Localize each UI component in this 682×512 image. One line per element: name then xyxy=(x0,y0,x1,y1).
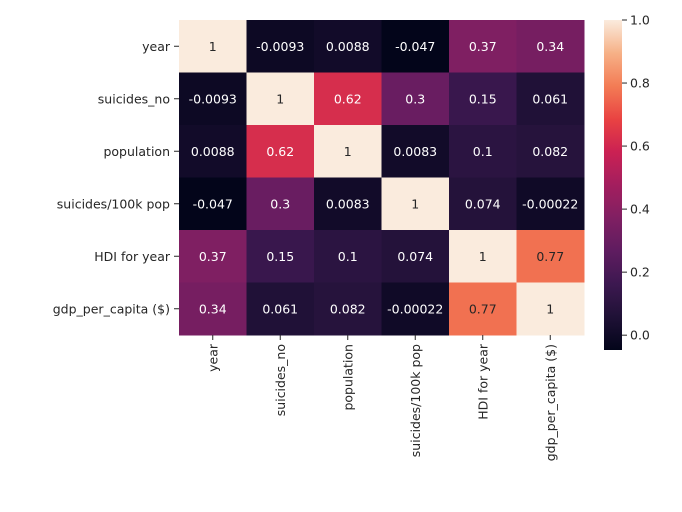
cell-value-label: 0.77 xyxy=(536,249,564,264)
heatmap-cell-gdp-per-capita-year xyxy=(179,282,247,336)
cell-value-label: 0.082 xyxy=(330,301,366,316)
heatmap-cell-suicides-100k-pop-hdi-for-year xyxy=(449,177,517,231)
column-label-suicides-no: suicides_no xyxy=(273,344,288,416)
heatmap-cell-suicides-100k-pop-suicides-no xyxy=(246,177,315,231)
heatmap-cell-year-gdp-per-capita xyxy=(516,20,585,73)
heatmap-cell-suicides-no-population xyxy=(314,72,382,126)
cell-value-label: 1 xyxy=(276,91,284,106)
column-label-suicides-100k-pop: suicides/100k pop xyxy=(408,344,423,457)
cell-value-label: 0.074 xyxy=(465,196,501,211)
heatmap-cell-suicides-100k-pop-suicides-100k-pop xyxy=(381,177,450,231)
cell-value-label: 0.0088 xyxy=(191,144,235,159)
heatmap-cell-population-suicides-100k-pop xyxy=(381,125,450,178)
heatmap-cell-hdi-for-year-year xyxy=(179,230,247,283)
colorbar-tick-label: 0.4 xyxy=(630,202,650,217)
cell-value-label: 0.62 xyxy=(334,91,362,106)
heatmap-cell-year-population xyxy=(314,20,382,73)
heatmap-cell-suicides-no-suicides-no xyxy=(246,72,315,126)
heatmap-cell-suicides-100k-pop-gdp-per-capita xyxy=(516,177,585,231)
heatmap-cell-gdp-per-capita-suicides-100k-pop xyxy=(381,282,450,336)
heatmap-cell-gdp-per-capita-gdp-per-capita xyxy=(516,282,585,336)
heatmap-cell-hdi-for-year-suicides-100k-pop xyxy=(381,230,450,283)
cell-value-label: -0.0093 xyxy=(189,91,237,106)
heatmap-cell-year-suicides-no xyxy=(246,20,315,73)
row-label-population: population xyxy=(103,144,170,159)
cell-value-label: 0.0083 xyxy=(326,196,370,211)
heatmap-cell-hdi-for-year-gdp-per-capita xyxy=(516,230,585,283)
colorbar-tick-label: 1.0 xyxy=(630,13,650,28)
cell-value-label: 0.3 xyxy=(405,91,425,106)
heatmap-cell-population-year xyxy=(179,125,247,178)
colorbar-tick-label: 0.0 xyxy=(630,328,650,343)
cell-value-label: 0.77 xyxy=(469,301,497,316)
cell-value-label: 0.15 xyxy=(266,249,294,264)
cell-value-label: 0.3 xyxy=(270,196,290,211)
cell-value-label: 1 xyxy=(344,144,352,159)
cell-value-label: 0.061 xyxy=(262,301,298,316)
heatmap-cell-population-population xyxy=(314,125,382,178)
cell-value-label: 0.37 xyxy=(469,39,497,54)
cell-value-label: -0.047 xyxy=(395,39,435,54)
colorbar-tick-label: 0.2 xyxy=(630,265,650,280)
cell-value-label: 1 xyxy=(479,249,487,264)
row-label-suicides-100k-pop: suicides/100k pop xyxy=(57,196,170,211)
heatmap-cell-suicides-100k-pop-population xyxy=(314,177,382,231)
column-label-population: population xyxy=(340,344,355,411)
heatmap-cell-suicides-100k-pop-year xyxy=(179,177,247,231)
cell-value-label: 0.061 xyxy=(532,91,568,106)
heatmap-cell-hdi-for-year-population xyxy=(314,230,382,283)
cell-value-label: 0.0088 xyxy=(326,39,370,54)
column-label-hdi-for-year: HDI for year xyxy=(475,343,490,420)
column-label-gdp-per-capita: gdp_per_capita ($) xyxy=(543,344,558,461)
heatmap-cell-suicides-no-year xyxy=(179,72,247,126)
colorbar-gradient xyxy=(604,20,622,350)
cell-value-label: -0.00022 xyxy=(387,301,443,316)
heatmap-cell-suicides-no-hdi-for-year xyxy=(449,72,517,126)
heatmap-cell-gdp-per-capita-suicides-no xyxy=(246,282,315,336)
heatmap-cell-year-year xyxy=(179,20,247,73)
colorbar-tick-label: 0.6 xyxy=(630,139,650,154)
cell-value-label: 0.15 xyxy=(469,91,497,106)
column-labels: year suicides_no population suicides/100k p… xyxy=(205,335,558,461)
cell-value-label: 0.37 xyxy=(199,249,227,264)
cell-value-label: 0.0083 xyxy=(393,144,437,159)
row-label-gdp-per-capita: gdp_per_capita ($) xyxy=(53,301,170,316)
heatmap-cell-suicides-no-suicides-100k-pop xyxy=(381,72,450,126)
row-label-year: year xyxy=(142,39,171,54)
heatmap-cell-population-hdi-for-year xyxy=(449,125,517,178)
cell-value-label: 0.1 xyxy=(338,249,358,264)
cell-value-label: 0.34 xyxy=(199,301,227,316)
cell-value-label: -0.00022 xyxy=(522,196,578,211)
cell-value-label: 0.074 xyxy=(397,249,433,264)
cell-value-label: 1 xyxy=(546,301,554,316)
cell-value-label: -0.0093 xyxy=(256,39,304,54)
cell-value-label: 0.1 xyxy=(473,144,493,159)
cell-value-label: 1 xyxy=(411,196,419,211)
cell-value-label: 0.62 xyxy=(266,144,294,159)
cell-value-label: 0.34 xyxy=(536,39,564,54)
colorbar-tick-label: 0.8 xyxy=(630,76,650,91)
heatmap-cell-suicides-no-gdp-per-capita xyxy=(516,72,585,126)
heatmap-cell-hdi-for-year-hdi-for-year xyxy=(449,230,517,283)
heatmap-cell-year-suicides-100k-pop xyxy=(381,20,450,73)
cell-value-label: 1 xyxy=(209,39,217,54)
heatmap-cell-hdi-for-year-suicides-no xyxy=(246,230,315,283)
heatmap-cell-gdp-per-capita-population xyxy=(314,282,382,336)
heatmap-cell-year-hdi-for-year xyxy=(449,20,517,73)
heatmap-cells: 1 -0.0093 0.0088 -0.047 0.37 0.34 -0.0093 1 0.62… xyxy=(179,20,585,336)
row-label-hdi-for-year: HDI for year xyxy=(94,249,171,264)
column-label-year: year xyxy=(205,343,220,372)
heatmap-cell-population-suicides-no xyxy=(246,125,315,178)
heatmap-cell-population-gdp-per-capita xyxy=(516,125,585,178)
cell-value-label: 0.082 xyxy=(532,144,568,159)
heatmap-cell-gdp-per-capita-hdi-for-year xyxy=(449,282,517,336)
row-labels: year suicides_no population suicides/100k p… xyxy=(53,39,179,316)
cell-value-label: -0.047 xyxy=(193,196,233,211)
colorbar: 0.0 0.2 0.4 0.6 0.8 1.0 xyxy=(604,13,650,350)
row-label-suicides-no: suicides_no xyxy=(98,91,170,106)
